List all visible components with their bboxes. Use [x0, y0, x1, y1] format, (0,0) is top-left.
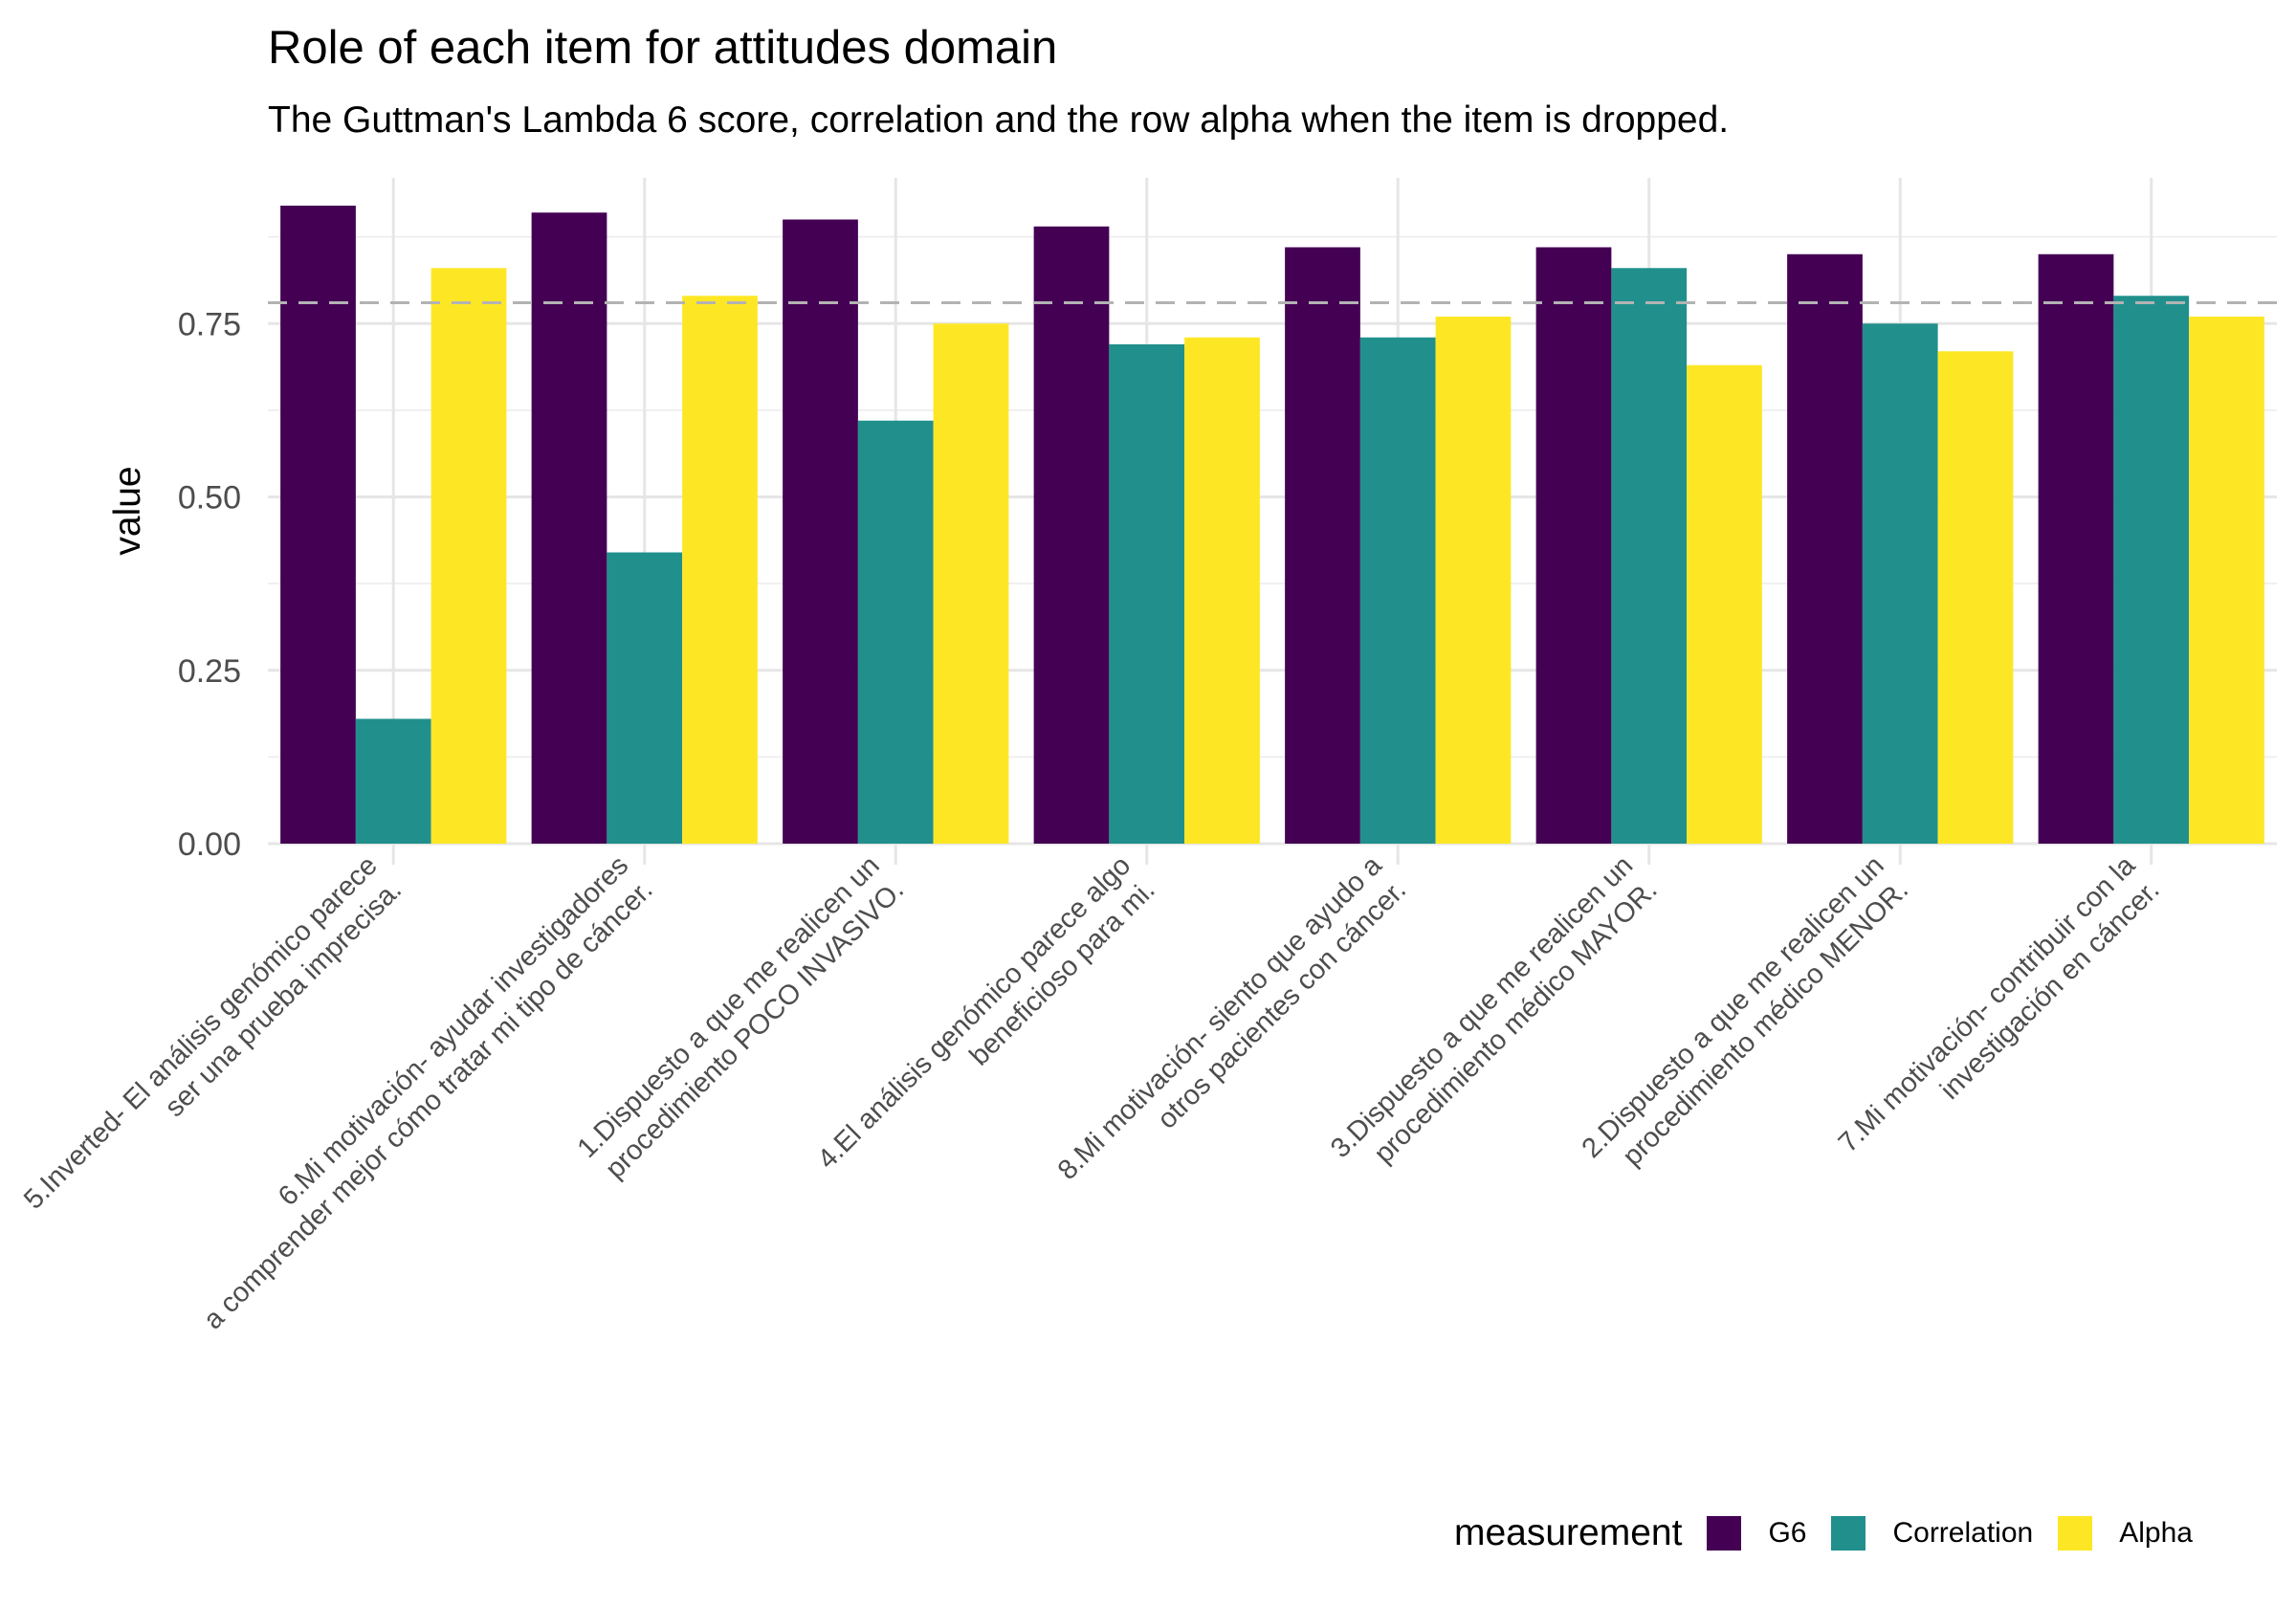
bar-correlation-1 — [355, 718, 431, 844]
bar-g6-7 — [1787, 253, 1863, 844]
legend-title: measurement — [1454, 1512, 1683, 1553]
chart-title: Role of each item for attitudes domain — [268, 22, 1058, 74]
bar-g6-5 — [1285, 247, 1360, 844]
x-tick-label-5: 8.Mi motivación- siento que ayudo aotros… — [1052, 849, 1412, 1186]
bar-alpha-2 — [682, 296, 758, 844]
bar-correlation-6 — [1611, 268, 1688, 844]
x-tick-label-2: 6.Mi motivación- ayudar investigadoresa … — [198, 850, 659, 1335]
bar-alpha-7 — [1937, 351, 2014, 844]
legend-item-alpha: Alpha — [2058, 1516, 2193, 1551]
y-axis: 0.00 0.25 0.50 0.75 value — [107, 306, 241, 863]
bar-g6-8 — [2038, 253, 2114, 844]
bar-alpha-6 — [1687, 364, 1762, 844]
legend-key-correlation — [1831, 1516, 1866, 1551]
bar-correlation-4 — [1109, 344, 1185, 844]
legend-label-alpha: Alpha — [2119, 1517, 2193, 1549]
bar-alpha-4 — [1184, 337, 1260, 844]
bar-g6-2 — [531, 212, 607, 844]
x-tick-label-line: ser una prueba imprecisa. — [159, 874, 408, 1123]
bar-correlation-5 — [1359, 337, 1436, 844]
legend-key-alpha — [2058, 1516, 2093, 1551]
bar-g6-3 — [783, 219, 858, 844]
y-tick-label: 0.75 — [178, 306, 241, 342]
legend-key-g6 — [1707, 1516, 1742, 1551]
bar-correlation-8 — [2113, 296, 2190, 844]
x-axis: 5.Inverted- El análisis genómico pareces… — [18, 849, 2166, 1335]
x-tick-label-line: 4.El análisis genómico parece algo — [812, 850, 1137, 1176]
x-tick-label-line: investigación en cáncer. — [1934, 874, 2165, 1105]
y-axis-label: value — [107, 466, 148, 555]
bar-g6-4 — [1033, 226, 1110, 844]
legend-item-g6: G6 — [1707, 1516, 1806, 1551]
bar-alpha-3 — [933, 323, 1009, 844]
chart-subtitle: The Guttman's Lambda 6 score, correlatio… — [268, 99, 1730, 141]
bar-correlation-2 — [607, 552, 683, 844]
bar-alpha-1 — [430, 268, 507, 844]
y-tick-label: 0.25 — [178, 653, 241, 690]
legend-item-correlation: Correlation — [1831, 1516, 2033, 1551]
bars — [280, 206, 2264, 844]
bar-alpha-5 — [1435, 317, 1512, 844]
bar-alpha-8 — [2189, 317, 2264, 844]
bar-correlation-7 — [1862, 323, 1938, 844]
legend-label-g6: G6 — [1768, 1517, 1807, 1549]
y-tick-label: 0.00 — [178, 826, 241, 863]
bar-correlation-3 — [857, 420, 934, 844]
legend-label-correlation: Correlation — [1892, 1517, 2034, 1549]
legend: measurement G6 Correlation Alpha — [1454, 1509, 2218, 1557]
bar-g6-6 — [1535, 247, 1612, 844]
bar-g6-1 — [280, 206, 356, 844]
y-tick-label: 0.50 — [178, 480, 241, 517]
